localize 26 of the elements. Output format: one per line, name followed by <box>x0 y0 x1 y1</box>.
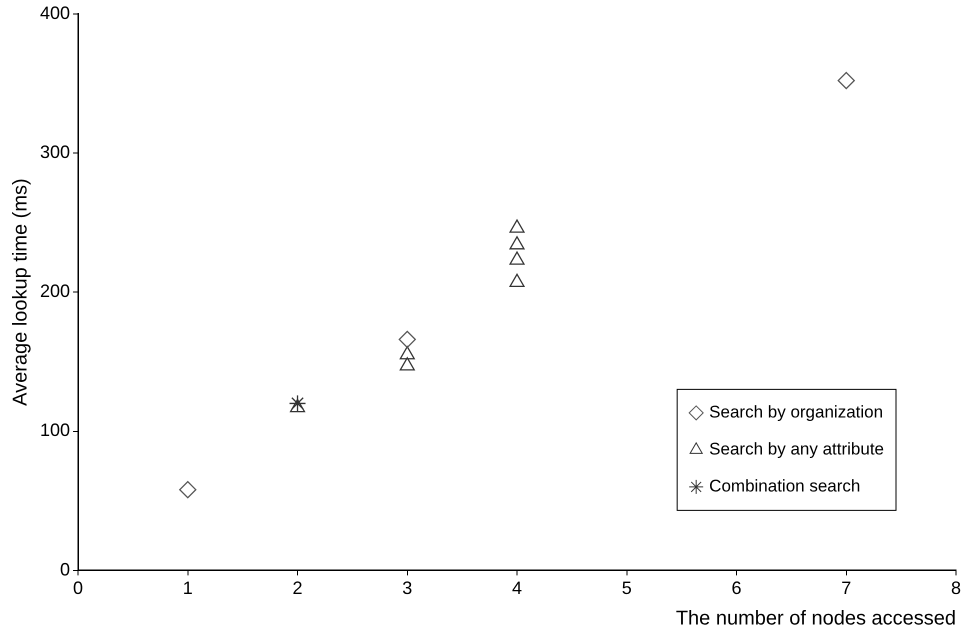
point <box>509 274 525 288</box>
y-tick-label: 300 <box>40 142 70 162</box>
y-tick-label: 0 <box>60 559 70 580</box>
x-tick-label: 7 <box>841 578 852 598</box>
legend-label: Search by any attribute <box>709 440 884 459</box>
point <box>509 219 525 233</box>
point <box>509 251 525 265</box>
point <box>290 398 306 412</box>
y-axis-title: Average lookup time (ms) <box>10 178 32 406</box>
y-tick-label: 400 <box>40 2 70 23</box>
x-tick-label: 4 <box>512 578 522 598</box>
legend-label: Search by organization <box>709 402 884 422</box>
point <box>509 236 525 250</box>
y-tick-label: 200 <box>40 281 70 302</box>
point <box>400 346 415 360</box>
x-tick-label: 0 <box>73 578 84 598</box>
y-tick-label: 100 <box>40 420 70 440</box>
x-tick-label: 8 <box>950 578 962 598</box>
x-tick-label: 2 <box>292 578 303 598</box>
x-tick-label: 3 <box>402 578 412 598</box>
x-tick-label: 5 <box>622 578 632 598</box>
x-tick-label: 6 <box>732 578 742 598</box>
x-axis-title: The number of nodes accessed <box>676 608 956 630</box>
legend-label: Combination search <box>709 476 860 496</box>
point <box>400 357 415 370</box>
x-tick-label: 1 <box>182 578 193 598</box>
